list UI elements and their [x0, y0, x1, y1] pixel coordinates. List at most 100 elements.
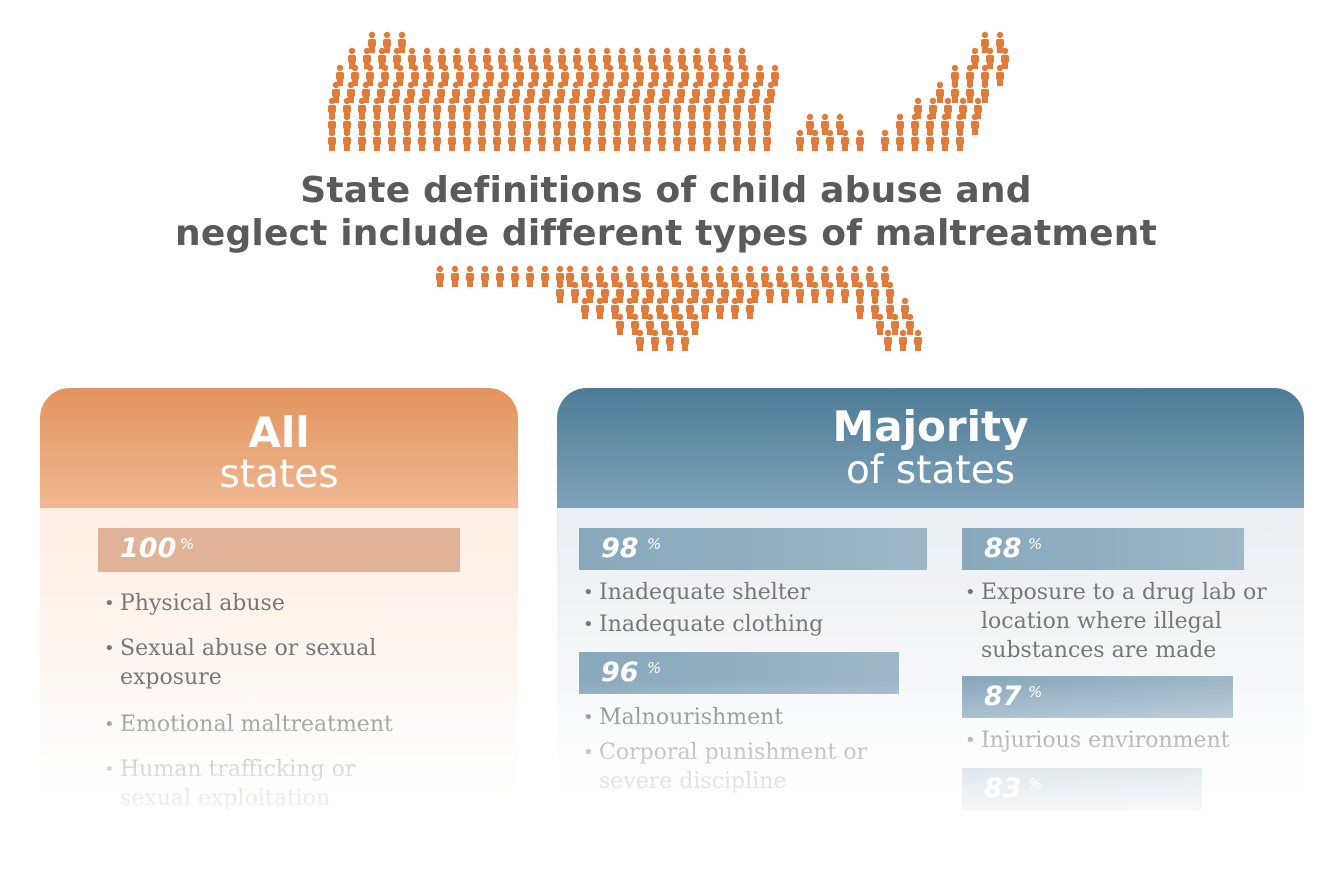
bullet-icon: •: [965, 730, 976, 751]
person-icon: [951, 81, 959, 103]
person-icon: [708, 47, 716, 69]
person-icon: [899, 329, 907, 351]
person-icon: [498, 47, 506, 69]
bullet-icon: •: [583, 707, 594, 728]
person-icon: [726, 64, 734, 86]
percent-value: 96: [601, 657, 639, 688]
person-icon: [407, 81, 415, 103]
person-icon: [711, 64, 719, 86]
list-item: • Injurious environment: [965, 728, 1230, 753]
person-icon: [348, 47, 356, 69]
person-icon: [648, 47, 656, 69]
person-icon: [512, 81, 520, 103]
person-icon: [731, 297, 739, 319]
bullet-icon: •: [104, 638, 115, 659]
percent-value: 88: [984, 533, 1022, 564]
person-icon: [806, 265, 814, 287]
person-icon: [513, 47, 521, 69]
person-icon: [602, 81, 610, 103]
person-icon: [941, 129, 949, 151]
person-icon: [553, 129, 561, 151]
person-icon: [763, 129, 771, 151]
person-icon: [641, 265, 649, 287]
person-icon: [911, 129, 919, 151]
percent-bar-88: 88 %: [962, 528, 1244, 570]
percent-value: 98: [601, 533, 639, 564]
page-title-line-1: State definitions of child abuse and: [300, 170, 1032, 211]
person-icon: [996, 31, 1004, 53]
person-icon: [841, 129, 849, 151]
person-icon: [606, 64, 614, 86]
person-icon: [693, 47, 701, 69]
person-icon: [396, 64, 404, 86]
person-icon: [511, 265, 519, 287]
person-icon: [738, 47, 746, 69]
all-states-header: All states: [40, 388, 518, 508]
person-icon: [508, 129, 516, 151]
person-icon: [996, 64, 1004, 86]
person-icon: [722, 81, 730, 103]
person-icon: [681, 329, 689, 351]
person-icon: [926, 129, 934, 151]
person-icon: [676, 313, 684, 335]
person-icon: [974, 97, 982, 119]
person-icon: [646, 281, 654, 303]
person-icon: [914, 97, 922, 119]
person-icon: [558, 47, 566, 69]
person-icon: [631, 281, 639, 303]
person-icon: [596, 297, 604, 319]
person-icon: [881, 129, 889, 151]
majority-states-header: Majority of states: [557, 388, 1304, 508]
person-icon: [881, 265, 889, 287]
us-map-graphic: [0, 0, 1332, 380]
person-icon: [886, 297, 894, 319]
person-icon: [497, 81, 505, 103]
bullet-icon: •: [104, 759, 115, 780]
all-states-panel: All states 100 % • Physical abuse • Sexu…: [40, 388, 518, 828]
person-icon: [493, 129, 501, 151]
person-icon: [944, 97, 952, 119]
list-item: • Physical abuse: [104, 591, 285, 616]
person-icon: [343, 129, 351, 151]
person-icon: [572, 81, 580, 103]
person-icon: [662, 81, 670, 103]
person-icon: [438, 47, 446, 69]
person-icon: [716, 265, 724, 287]
percent-value: 100: [120, 533, 177, 564]
bullet-icon: •: [583, 614, 594, 635]
person-icon: [516, 64, 524, 86]
person-icon: [896, 129, 904, 151]
person-icon: [557, 81, 565, 103]
percent-bar-83: 83 %: [962, 768, 1202, 810]
person-icon: [866, 265, 874, 287]
person-icon: [571, 281, 579, 303]
person-icon: [781, 281, 789, 303]
person-icon: [671, 265, 679, 287]
percent-sign: %: [1028, 535, 1043, 553]
person-icon: [538, 129, 546, 151]
person-icon: [914, 329, 922, 351]
person-icon: [453, 47, 461, 69]
person-icon: [471, 64, 479, 86]
person-icon: [626, 297, 634, 319]
person-icon: [583, 129, 591, 151]
person-icon: [641, 297, 649, 319]
person-icon: [676, 281, 684, 303]
person-icon: [721, 281, 729, 303]
person-icon: [746, 265, 754, 287]
person-icon: [643, 129, 651, 151]
person-icon: [651, 329, 659, 351]
person-icon: [463, 129, 471, 151]
us-map: [328, 31, 1009, 351]
person-icon: [388, 129, 396, 151]
person-icon: [403, 129, 411, 151]
person-icon: [586, 281, 594, 303]
person-icon: [856, 297, 864, 319]
person-icon: [482, 81, 490, 103]
person-icon: [483, 47, 491, 69]
person-icon: [821, 113, 829, 135]
person-icon: [741, 64, 749, 86]
person-icon: [423, 47, 431, 69]
person-icon: [737, 81, 745, 103]
person-icon: [378, 47, 386, 69]
